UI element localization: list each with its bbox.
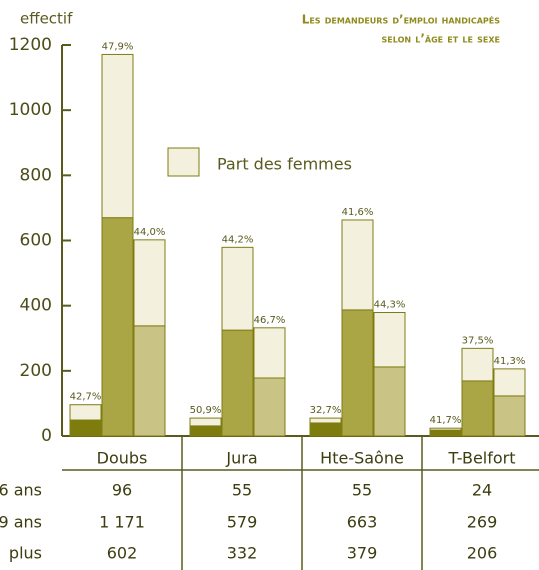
bar-segment: [253, 377, 286, 437]
share-label: 41,3%: [494, 356, 526, 367]
bar-segment: [189, 425, 222, 437]
bar-segment: [461, 380, 494, 437]
legend-swatch: [167, 147, 200, 177]
bar-segment: [189, 417, 222, 427]
bar-segment: [69, 419, 102, 437]
bar-segment: [309, 422, 342, 437]
bar-segment: [493, 368, 526, 397]
table-cell: 332: [227, 544, 258, 563]
share-label: 42,7%: [70, 392, 102, 403]
bar-segment: [253, 327, 286, 379]
y-tick-label: 800: [20, 165, 52, 185]
table-cell: 579: [227, 513, 258, 532]
row-label: 6 ans: [0, 481, 42, 500]
table-cell: 1 171: [99, 513, 145, 532]
y-tick-label: 200: [20, 361, 52, 381]
share-label: 47,9%: [102, 41, 134, 52]
share-label: 41,6%: [342, 207, 374, 218]
table-cell: 96: [112, 481, 132, 500]
bar-segment: [373, 312, 406, 368]
table-cell: 24: [472, 481, 492, 500]
y-tick-label: 1000: [9, 100, 52, 120]
bar-segment: [133, 239, 166, 327]
row-label: plus: [9, 544, 42, 563]
x-tick-label: T-Belfort: [447, 449, 515, 468]
x-tick-label: Doubs: [97, 449, 148, 468]
table-cell: 206: [467, 544, 498, 563]
share-label: 32,7%: [310, 405, 342, 416]
bar-segment: [341, 309, 374, 437]
bar-segment: [221, 329, 254, 437]
bar-segment: [341, 219, 374, 311]
bar-segment: [101, 217, 134, 437]
y-tick-label: 600: [20, 231, 52, 251]
bar-segment: [493, 395, 526, 437]
y-tick-label: 400: [20, 296, 52, 316]
bar-segment: [133, 325, 166, 437]
share-label: 46,7%: [254, 315, 286, 326]
x-tick-label: Jura: [225, 449, 257, 468]
share-label: 44,2%: [222, 234, 254, 245]
table-cell: 379: [347, 544, 378, 563]
table-cell: 55: [352, 481, 372, 500]
x-tick-label: Hte-Saône: [320, 449, 404, 468]
bar-segment: [429, 429, 462, 437]
bar-segment: [69, 404, 102, 421]
table-cell: 269: [467, 513, 498, 532]
share-label: 50,9%: [190, 405, 222, 416]
table-cell: 663: [347, 513, 378, 532]
y-tick-label: 1200: [9, 35, 52, 55]
table-cell: 55: [232, 481, 252, 500]
bar-segment: [373, 366, 406, 437]
row-label: 9 ans: [0, 513, 42, 532]
bar-segment: [461, 347, 494, 382]
legend-label: Part des femmes: [217, 155, 352, 174]
chart-title: Les demandeurs d’emploi handicapés: [302, 13, 501, 27]
share-label: 37,5%: [462, 335, 494, 346]
y-tick-label: 0: [41, 426, 52, 446]
table-cell: 602: [107, 544, 138, 563]
share-label: 44,0%: [134, 227, 166, 238]
bar-segment: [221, 246, 254, 331]
share-label: 44,3%: [374, 300, 406, 311]
bar-segment: [429, 427, 462, 431]
y-axis-label: effectif: [20, 10, 73, 28]
chart-title: selon l’âge et le sexe: [382, 32, 500, 46]
bar-segment: [309, 417, 342, 424]
share-label: 41,7%: [430, 415, 462, 426]
bar-segment: [101, 53, 134, 219]
